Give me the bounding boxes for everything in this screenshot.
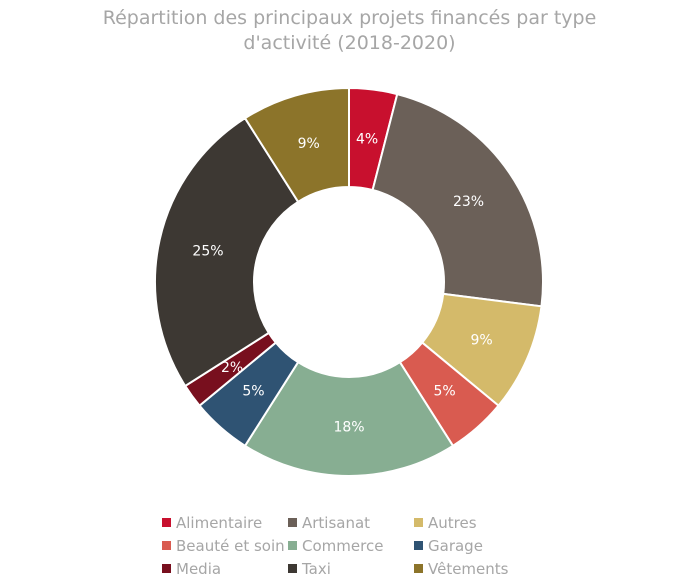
slice-artisanat xyxy=(371,92,544,308)
legend-item: Media xyxy=(162,558,288,579)
data-label: 25% xyxy=(192,243,223,259)
data-label: 18% xyxy=(333,420,364,436)
data-label: 4% xyxy=(356,132,378,148)
legend-label: Vêtements xyxy=(428,559,509,578)
legend-item: Autres xyxy=(414,512,542,533)
legend-swatch xyxy=(288,518,297,527)
legend-label: Commerce xyxy=(302,536,384,555)
slice-taxi xyxy=(154,116,300,388)
legend-label: Artisanat xyxy=(302,513,371,532)
chart-title-line-1: Répartition des principaux projets finan… xyxy=(102,7,597,29)
legend-swatch xyxy=(288,541,297,550)
legend-swatch xyxy=(414,541,423,550)
slice-commerce xyxy=(243,360,455,477)
legend-item: Artisanat xyxy=(288,512,414,533)
data-label: 2% xyxy=(221,360,243,376)
legend-item: Taxi xyxy=(288,558,414,579)
data-label: 5% xyxy=(433,383,455,399)
legend-swatch xyxy=(288,564,297,573)
legend-item: Beauté et soin xyxy=(162,535,288,556)
legend-swatch xyxy=(414,564,423,573)
legend-label: Alimentaire xyxy=(176,513,263,532)
data-label: 23% xyxy=(453,194,484,210)
legend-label: Autres xyxy=(428,513,477,532)
legend-swatch xyxy=(162,564,171,573)
chart-legend: Alimentaire Artisanat Autres Beauté et soin… xyxy=(162,512,542,579)
data-label: 9% xyxy=(471,332,493,348)
legend-swatch xyxy=(162,518,171,527)
legend-swatch xyxy=(414,518,423,527)
legend-label: Garage xyxy=(428,536,483,555)
slice-v-tements xyxy=(243,86,350,204)
data-label: 9% xyxy=(298,136,320,152)
chart-title-line-2: d'activité (2018-2020) xyxy=(243,32,456,54)
legend-label: Media xyxy=(176,559,222,578)
legend-item: Vêtements xyxy=(414,558,542,579)
legend-label: Beauté et soin xyxy=(176,536,285,555)
chart-title: Répartition des principaux projets finan… xyxy=(0,6,699,56)
data-label: 5% xyxy=(242,383,264,399)
legend-item: Commerce xyxy=(288,535,414,556)
legend-swatch xyxy=(162,541,171,550)
legend-label: Taxi xyxy=(302,559,331,578)
legend-item: Alimentaire xyxy=(162,512,288,533)
legend-item: Garage xyxy=(414,535,542,556)
